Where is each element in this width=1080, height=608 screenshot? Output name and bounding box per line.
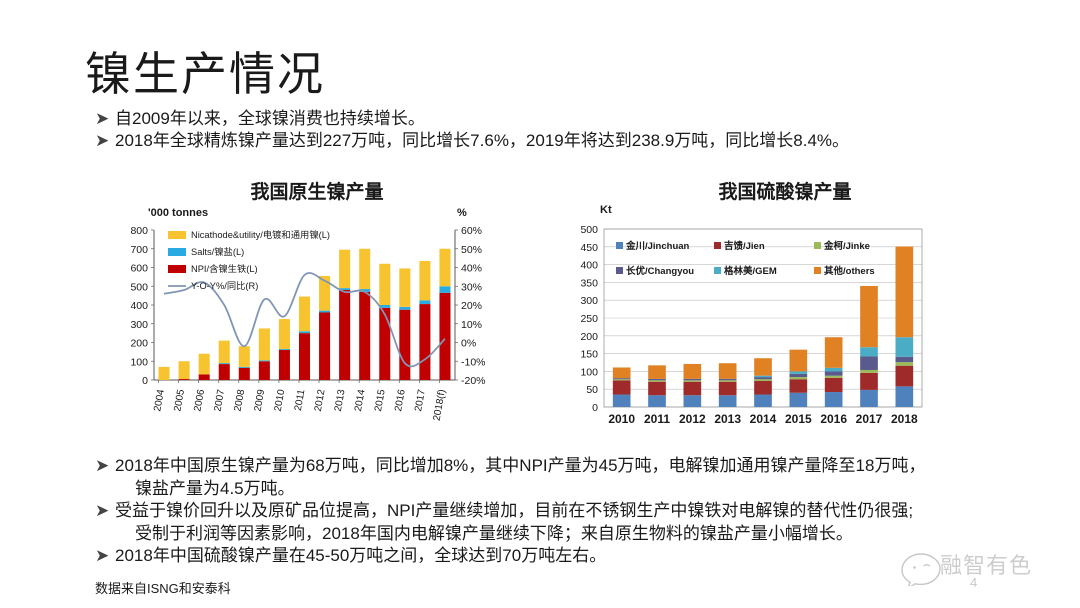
svg-text:100: 100 [130, 356, 148, 368]
svg-text:200: 200 [580, 331, 598, 343]
svg-text:10%: 10% [461, 319, 482, 331]
svg-text:200: 200 [130, 338, 148, 350]
svg-text:2011: 2011 [644, 412, 670, 426]
svg-text:700: 700 [130, 244, 148, 256]
svg-text:2010: 2010 [608, 412, 635, 426]
svg-text:60%: 60% [461, 225, 482, 237]
svg-text:我国原生镍产量: 我国原生镍产量 [250, 180, 383, 203]
svg-text:250: 250 [580, 313, 598, 325]
svg-text:2013: 2013 [333, 388, 348, 412]
svg-text:2008: 2008 [233, 388, 248, 412]
svg-text:150: 150 [580, 349, 598, 361]
svg-text:其他/others: 其他/others [824, 265, 875, 277]
svg-text:2018(f): 2018(f) [432, 389, 448, 422]
svg-text:2006: 2006 [192, 388, 207, 412]
svg-text:2005: 2005 [172, 388, 187, 412]
svg-text:400: 400 [130, 300, 148, 312]
svg-text:100: 100 [580, 366, 598, 378]
svg-text:2017: 2017 [413, 388, 428, 412]
svg-text:金柯/Jinke: 金柯/Jinke [823, 240, 870, 252]
svg-text:吉馈/Jien: 吉馈/Jien [724, 240, 765, 252]
svg-text:300: 300 [580, 295, 598, 307]
svg-text:2007: 2007 [212, 388, 227, 412]
svg-text:350: 350 [580, 277, 598, 289]
svg-text:0: 0 [142, 375, 148, 387]
svg-text:500: 500 [580, 224, 598, 236]
svg-text:我国硫酸镍产量: 我国硫酸镍产量 [718, 180, 851, 203]
svg-text:格林美/GEM: 格林美/GEM [724, 265, 777, 277]
svg-text:2015: 2015 [785, 412, 812, 426]
svg-text:2018: 2018 [891, 412, 918, 426]
svg-text:800: 800 [130, 225, 148, 237]
svg-text:Nicathode&utility/电镀和通用镍(L): Nicathode&utility/电镀和通用镍(L) [191, 229, 330, 240]
svg-text:400: 400 [580, 260, 598, 272]
svg-text:Y-O-Y%/同比(R): Y-O-Y%/同比(R) [191, 280, 258, 291]
svg-text:-20%: -20% [461, 375, 486, 387]
svg-text:2014: 2014 [353, 388, 368, 412]
svg-text:50: 50 [586, 384, 598, 396]
svg-text:50%: 50% [461, 244, 482, 256]
svg-text:2012: 2012 [313, 388, 328, 412]
svg-text:2011: 2011 [293, 388, 308, 412]
svg-text:2015: 2015 [373, 388, 388, 412]
svg-text:2016: 2016 [393, 388, 408, 412]
svg-text:450: 450 [580, 242, 598, 254]
svg-text:Salts/镍盐(L): Salts/镍盐(L) [191, 246, 244, 257]
svg-text:2017: 2017 [856, 412, 883, 426]
svg-text:2016: 2016 [820, 412, 847, 426]
svg-text:600: 600 [130, 263, 148, 275]
svg-text:金川/Jinchuan: 金川/Jinchuan [625, 240, 690, 252]
svg-text:2013: 2013 [714, 412, 741, 426]
svg-text:500: 500 [130, 281, 148, 293]
svg-text:20%: 20% [461, 300, 482, 312]
svg-text:长优/Changyou: 长优/Changyou [626, 265, 694, 277]
svg-text:30%: 30% [461, 281, 482, 293]
svg-text:2004: 2004 [152, 388, 167, 412]
svg-text:NPI/含镍生铁(L): NPI/含镍生铁(L) [191, 263, 258, 274]
svg-text:Kt: Kt [600, 204, 612, 216]
svg-text:0%: 0% [461, 338, 476, 350]
svg-text:'000 tonnes: '000 tonnes [148, 207, 208, 219]
svg-text:2010: 2010 [273, 388, 288, 412]
svg-text:%: % [457, 207, 467, 219]
svg-text:-10%: -10% [461, 356, 486, 368]
svg-text:2009: 2009 [253, 388, 268, 412]
svg-text:300: 300 [130, 319, 148, 331]
svg-text:2014: 2014 [750, 412, 777, 426]
svg-text:0: 0 [592, 402, 598, 414]
svg-text:40%: 40% [461, 263, 482, 275]
svg-text:2012: 2012 [679, 412, 706, 426]
